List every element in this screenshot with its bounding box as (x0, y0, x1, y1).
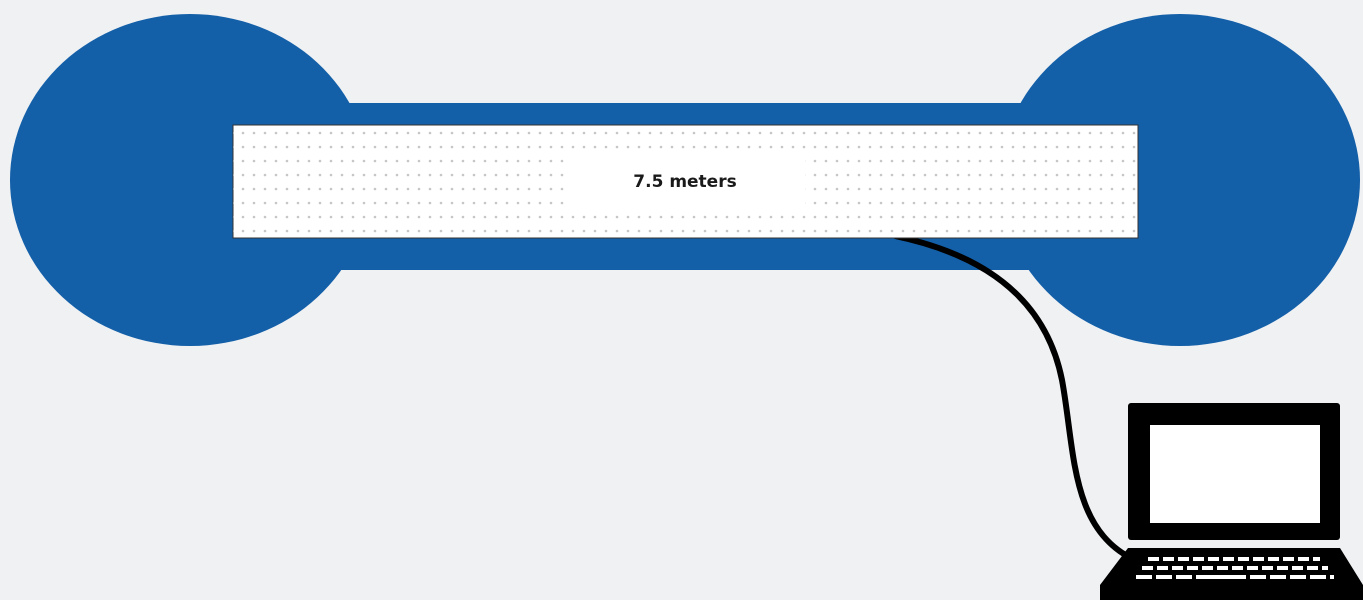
cable (894, 233, 1137, 563)
distance-label: 7.5 meters (633, 172, 736, 192)
label-box (565, 155, 805, 207)
laptop-display (1150, 425, 1320, 523)
laptop-base (1100, 548, 1363, 600)
laptop (1100, 403, 1363, 600)
